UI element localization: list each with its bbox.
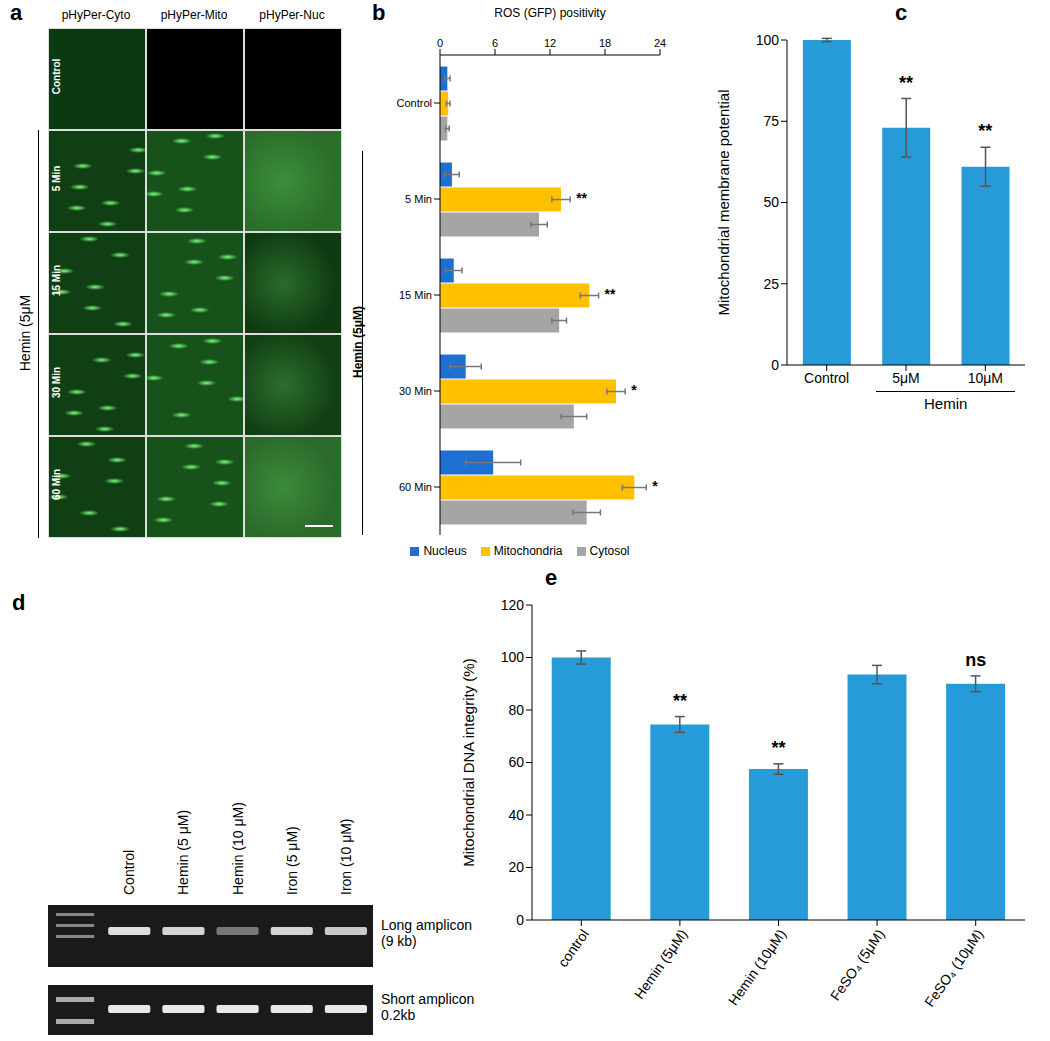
html-text:30 Min: 30 Min bbox=[50, 366, 62, 399]
svg-text:60 Min: 60 Min bbox=[399, 481, 432, 493]
html-text:Control: Control bbox=[50, 58, 62, 95]
html-text:ns: ns bbox=[965, 649, 987, 670]
svg-text:Iron (10 μM): Iron (10 μM) bbox=[338, 818, 354, 895]
svg-text:0: 0 bbox=[437, 37, 443, 49]
svg-text:18: 18 bbox=[599, 37, 611, 49]
svg-text:Iron (5 μM): Iron (5 μM) bbox=[284, 826, 300, 895]
svg-text:50: 50 bbox=[763, 194, 779, 210]
html-text:Nucleus: Nucleus bbox=[423, 544, 467, 558]
html-text:Hemin (5μM: Hemin (5μM bbox=[17, 294, 33, 372]
svg-text:100: 100 bbox=[501, 649, 525, 665]
html-text:c: c bbox=[895, 0, 908, 25]
svg-text:75: 75 bbox=[763, 113, 779, 129]
html-text:a: a bbox=[10, 0, 23, 25]
svg-text:20: 20 bbox=[508, 859, 524, 875]
svg-text:Hemin (10 μM): Hemin (10 μM) bbox=[230, 802, 246, 895]
svg-text:Control: Control bbox=[397, 97, 432, 109]
html-text:Mitochondrial DNA integrity (%: Mitochondrial DNA integrity (%) bbox=[459, 657, 477, 867]
html-text:e: e bbox=[545, 565, 558, 590]
svg-text:15 Min: 15 Min bbox=[399, 289, 432, 301]
svg-text:Hemin (5 μM): Hemin (5 μM) bbox=[175, 810, 191, 895]
svg-text:0: 0 bbox=[771, 357, 779, 373]
svg-text:Hemin (10μM): Hemin (10μM) bbox=[725, 926, 789, 1008]
svg-text:10μM: 10μM bbox=[968, 370, 1003, 386]
html-text:pHyPer-Cyto: pHyPer-Cyto bbox=[61, 8, 131, 22]
html-text:15 Min: 15 Min bbox=[50, 264, 62, 297]
html-text:ROS (GFP) positivity: ROS (GFP) positivity bbox=[494, 6, 606, 20]
svg-text:Hemin (5μM): Hemin (5μM) bbox=[631, 926, 691, 1002]
svg-text:30 Min: 30 Min bbox=[399, 385, 432, 397]
html-text:Mitochondria: Mitochondria bbox=[493, 544, 563, 558]
svg-text:25: 25 bbox=[763, 276, 779, 292]
svg-text:100: 100 bbox=[756, 32, 780, 48]
html-text:Hemin (5μM): Hemin (5μM) bbox=[351, 306, 365, 378]
svg-text:24: 24 bbox=[654, 37, 666, 49]
html-text:Hemin: Hemin bbox=[924, 395, 968, 412]
svg-text:120: 120 bbox=[501, 597, 525, 613]
svg-text:d: d bbox=[12, 590, 25, 615]
svg-text:0: 0 bbox=[516, 912, 524, 928]
html-text:pHyPer-Mito: pHyPer-Mito bbox=[160, 8, 228, 22]
svg-text:80: 80 bbox=[508, 702, 524, 718]
svg-text:5μM: 5μM bbox=[892, 370, 920, 386]
html-text:5 Min: 5 Min bbox=[50, 165, 62, 192]
svg-text:Control: Control bbox=[121, 850, 137, 895]
html-text:Long amplicon (9 kb): Long amplicon (9 kb) bbox=[381, 917, 473, 949]
svg-text:FeSO₄ (10μM): FeSO₄ (10μM) bbox=[921, 926, 986, 1010]
html-text:b: b bbox=[372, 0, 386, 25]
svg-text:5 Min: 5 Min bbox=[405, 193, 432, 205]
svg-text:6: 6 bbox=[492, 37, 498, 49]
svg-text:FeSO₄ (5μM): FeSO₄ (5μM) bbox=[827, 926, 888, 1003]
svg-text:40: 40 bbox=[508, 807, 524, 823]
html-text:Mitochondrial membrane potenti: Mitochondrial membrane potential bbox=[714, 89, 732, 315]
svg-text:Control: Control bbox=[804, 370, 849, 386]
html-text:60 Min: 60 Min bbox=[50, 468, 62, 501]
svg-text:control: control bbox=[555, 926, 592, 970]
html-text:Short amplicon 0.2kb: Short amplicon 0.2kb bbox=[381, 991, 475, 1023]
svg-text:60: 60 bbox=[508, 754, 524, 770]
html-text:pHyPer-Nuc: pHyPer-Nuc bbox=[259, 8, 325, 22]
svg-text:12: 12 bbox=[544, 37, 556, 49]
html-text:Cytosol: Cytosol bbox=[589, 544, 630, 558]
